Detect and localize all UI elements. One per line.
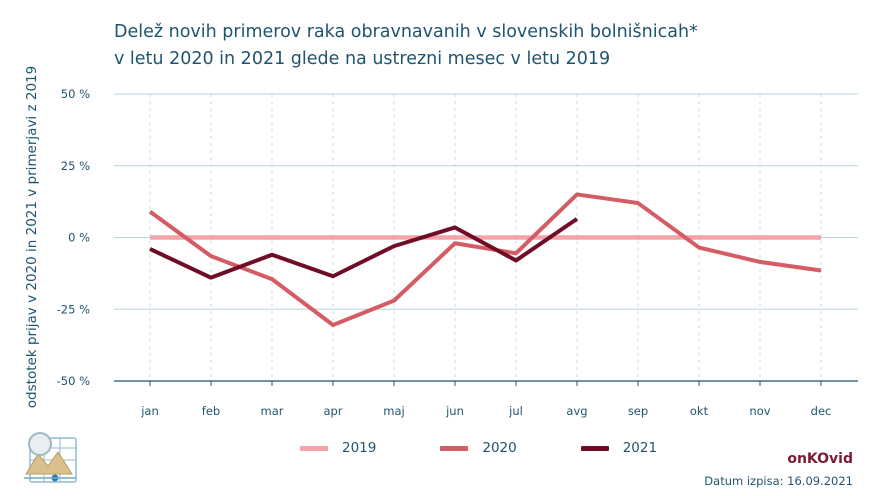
x-tick-label: okt: [690, 404, 709, 418]
chart-title-line-1: Delež novih primerov raka obravnavanih v…: [114, 22, 698, 42]
x-tick-label: sep: [628, 404, 648, 418]
y-tick-label: -25 %: [57, 302, 90, 316]
y-tick-label: -50 %: [57, 374, 90, 388]
x-tick-label: mar: [261, 404, 284, 418]
legend-label-2021: 2021: [622, 440, 658, 456]
x-tick-label: maj: [383, 404, 404, 418]
x-tick-label: dec: [811, 404, 832, 418]
chart-title: Delež novih primerov raka obravnavanih v…: [114, 19, 698, 73]
x-tick-label: jul: [508, 404, 523, 418]
chart-title-line-2: v letu 2020 in 2021 glede na ustrezni me…: [114, 49, 611, 69]
series-lines: [148, 192, 822, 328]
legend-swatch-2020: [440, 445, 469, 451]
print-date: Datum izpisa: 16.09.2021: [704, 474, 853, 488]
legend-label-2019: 2019: [342, 440, 377, 456]
onkovid-logo-icon: [24, 432, 77, 483]
series-line-2020: [148, 192, 822, 328]
x-tick-label: jun: [445, 404, 464, 418]
legend: 2019 2020 2021: [300, 437, 721, 459]
x-tick-label: jan: [140, 404, 159, 418]
y-tick-labels: 50 % 25 % 0 % -25 % -50 %: [57, 87, 90, 388]
brand-name: onKOvid: [787, 451, 853, 467]
legend-item-2019: 2019: [300, 440, 376, 456]
x-tick-label: feb: [202, 404, 220, 418]
x-tick-labels: jan feb mar apr maj jun jul avg sep okt nov dec: [140, 381, 831, 418]
y-tick-label: 50 %: [61, 87, 90, 101]
legend-swatch-2019: [300, 445, 328, 451]
legend-swatch-2021: [580, 445, 609, 451]
legend-item-2021: 2021: [580, 440, 658, 456]
legend-label-2020: 2020: [482, 440, 517, 456]
y-tick-label: 25 %: [61, 159, 90, 173]
series-line-2021: [149, 217, 579, 280]
x-tick-label: avg: [566, 404, 587, 418]
y-tick-label: 0 %: [68, 231, 90, 245]
legend-item-2020: 2020: [440, 440, 517, 456]
x-tick-label: apr: [323, 404, 342, 418]
x-tick-label: nov: [749, 404, 770, 418]
